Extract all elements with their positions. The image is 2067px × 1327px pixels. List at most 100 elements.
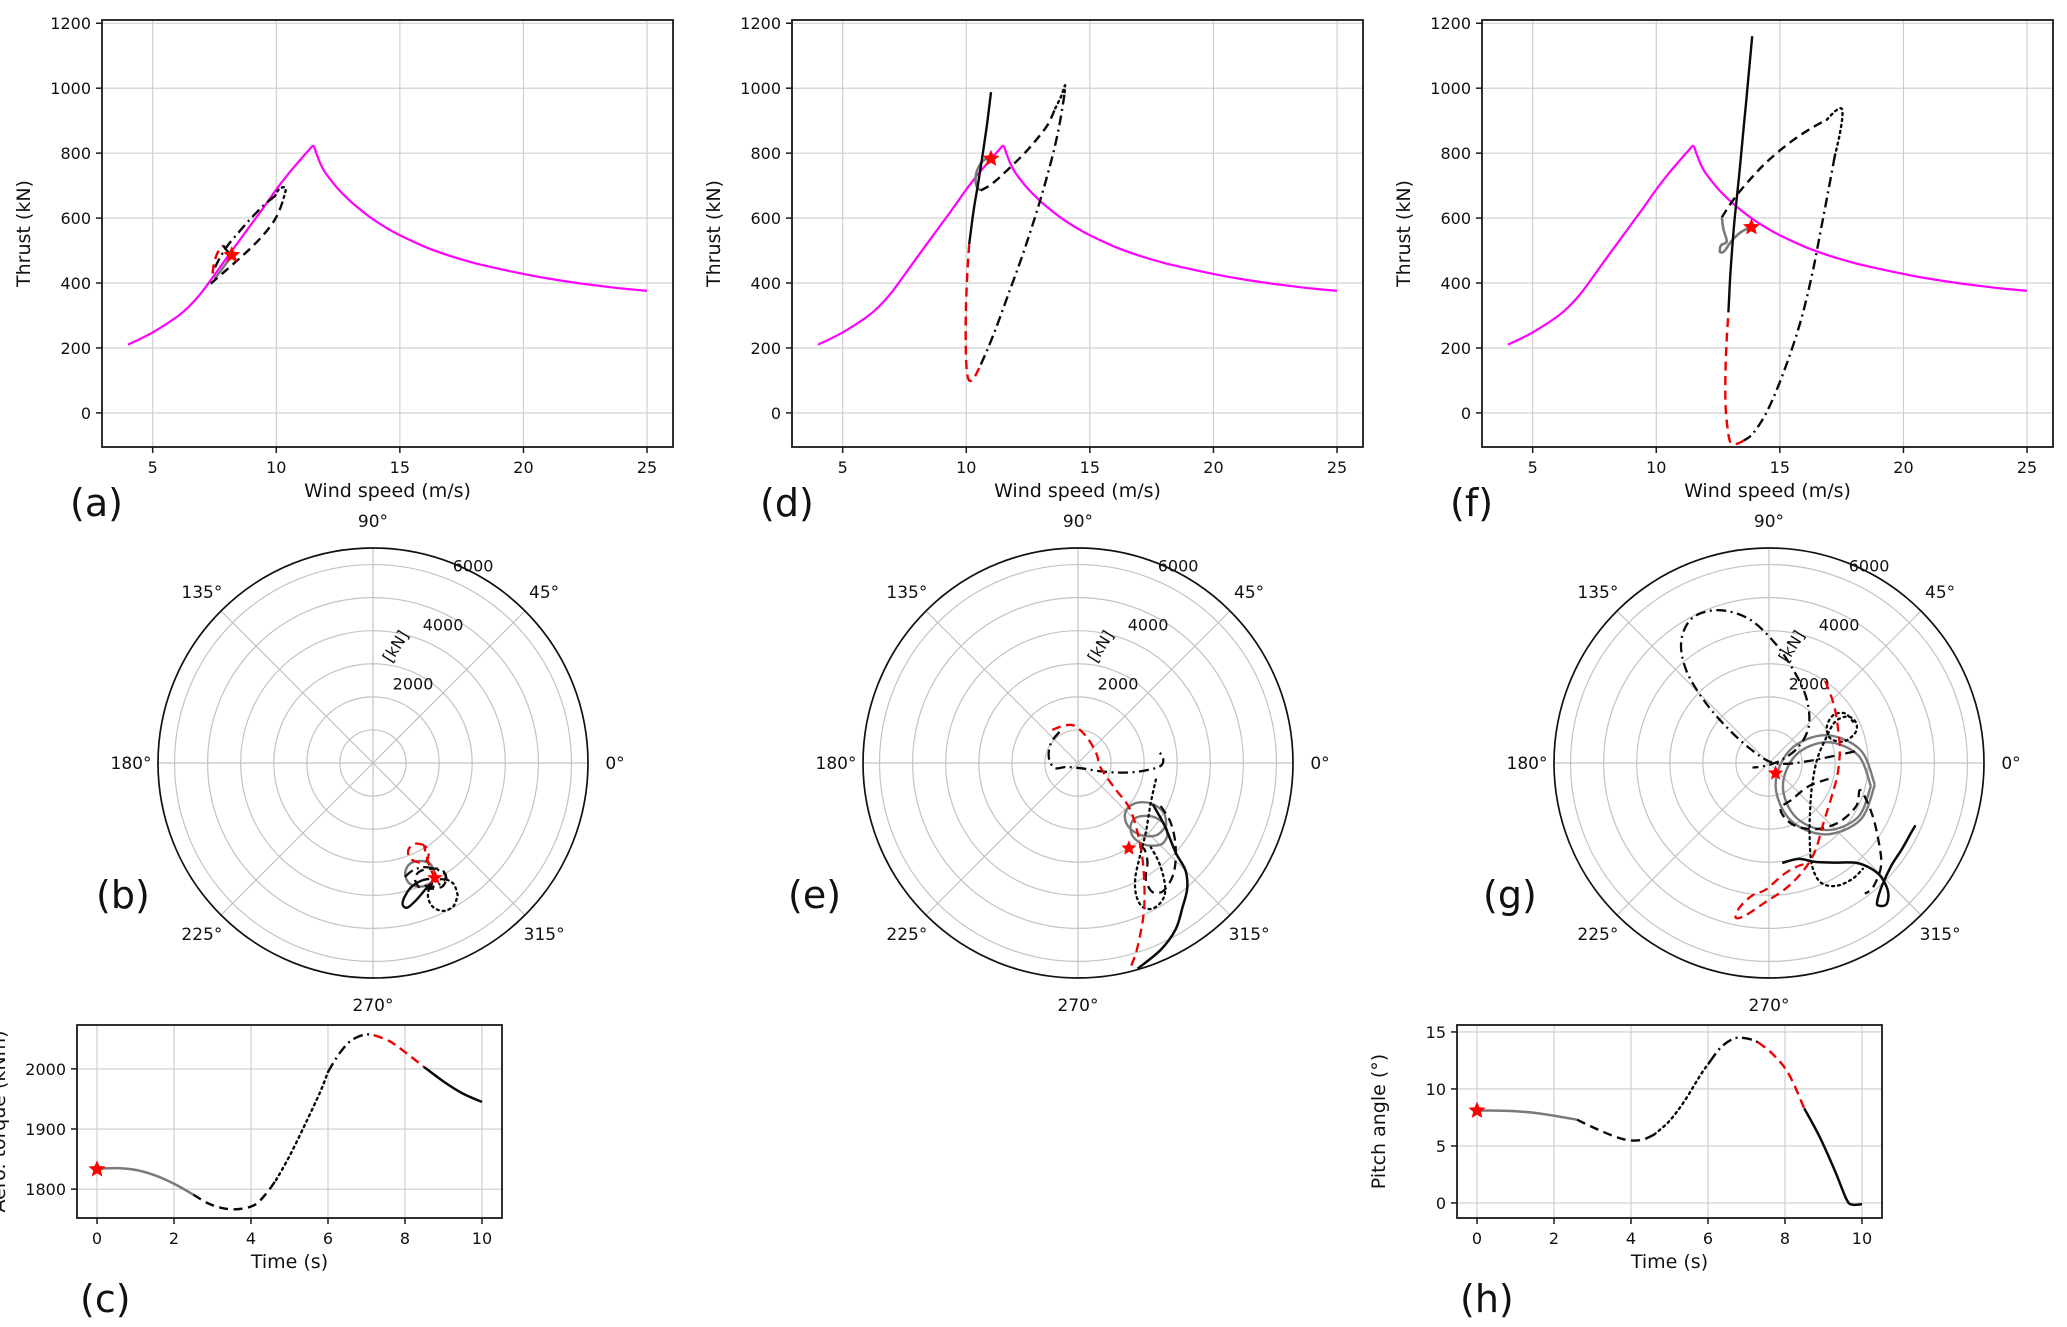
y-tick-label: 10: [1426, 1080, 1446, 1099]
angle-tick-label: 180°: [816, 754, 857, 774]
polar-seg2-dashed: [1137, 805, 1177, 895]
initial-condition-star-marker: [982, 149, 1000, 166]
y-tick-label: 15: [1426, 1023, 1446, 1042]
angle-tick-label: 90°: [1754, 512, 1784, 532]
y-tick-label: 1200: [1430, 14, 1471, 33]
y-tick-label: 1200: [740, 14, 781, 33]
polar-seg3-dotted: [1808, 711, 1865, 888]
polar-seg4-dashdot: [1679, 609, 1856, 769]
x-tick-label: 0: [1472, 1229, 1482, 1248]
x-tick-label: 15: [1770, 458, 1790, 477]
y-tick-label: 5: [1436, 1137, 1446, 1156]
y-tick-label: 600: [1440, 209, 1471, 228]
y-tick-label: 1000: [1430, 79, 1471, 98]
y-axis-label: Thrust (kN): [1393, 180, 1415, 288]
torque-seg1-gray: [96, 1166, 194, 1196]
x-axis-label: Wind speed (m/s): [1684, 480, 1851, 502]
x-axis-label: Time (s): [250, 1251, 328, 1273]
x-tick-label: 15: [390, 458, 410, 477]
trajectory-seg4-dashdot: [211, 195, 276, 274]
trajectory-seg2-dashed: [1720, 118, 1828, 219]
x-tick-label: 20: [513, 458, 533, 477]
y-tick-label: 800: [1440, 144, 1471, 163]
polar-seg4-dashdot: [404, 866, 448, 889]
y-tick-label: 800: [750, 144, 781, 163]
angle-tick-label: 0°: [605, 754, 624, 774]
panel-c-aero-torque-vs-time: 0 2 4 6 8 10 1800 1900 2000 Time (s) Aero. torque …: [0, 1024, 503, 1321]
trajectory-seg5-red-dashed: [964, 244, 981, 383]
angle-tick-label: 135°: [1577, 583, 1618, 603]
pitch-seg3-dotted: [1652, 1060, 1712, 1136]
angle-tick-label: 225°: [1577, 925, 1618, 945]
y-tick-label: 400: [60, 274, 91, 293]
initial-condition-star-marker: [427, 869, 443, 885]
initial-condition-star-marker: [1742, 218, 1760, 235]
angle-tick-label: 225°: [181, 925, 222, 945]
y-tick-label: 800: [60, 144, 91, 163]
panel-letter: (b): [96, 873, 150, 917]
steady-state-thrust-curve: [127, 144, 648, 346]
polar-seg5-red-dashed: [1734, 680, 1841, 920]
trajectory-seg3-dotted: [1825, 106, 1844, 158]
polar-seg3-dotted: [426, 877, 459, 913]
angle-tick-label: 225°: [886, 925, 927, 945]
panel-d-thrust-vs-wind-speed: 5 10 15 20 25 0 200 400 600 800 1000 1200 Wind speed…: [703, 14, 1364, 525]
x-tick-label: 2: [1549, 1229, 1559, 1248]
radial-tick-label: 4000: [1819, 616, 1860, 635]
polar-seg6-solid: [1781, 824, 1917, 908]
panel-letter: (h): [1460, 1277, 1514, 1321]
panel-a-thrust-vs-wind-speed: 5 10 15 20 25 0 200 400 600 800 1000 1200 Wind speed…: [13, 14, 674, 525]
radial-tick-label: 4000: [1128, 616, 1169, 635]
angle-tick-label: 315°: [1229, 925, 1270, 945]
angle-tick-label: 45°: [529, 583, 559, 603]
x-tick-label: 20: [1893, 458, 1913, 477]
x-tick-label: 4: [246, 1229, 256, 1248]
x-tick-label: 0: [92, 1229, 102, 1248]
x-axis-label: Wind speed (m/s): [304, 480, 471, 502]
y-tick-label: 2000: [25, 1060, 66, 1079]
panel-b-polar-load-plot: 0° 45° 90° 135° 180° 225° 270° 315° 2000 4000 6000…: [96, 512, 625, 1016]
x-tick-label: 25: [2017, 458, 2037, 477]
y-tick-label: 1000: [740, 79, 781, 98]
y-tick-label: 200: [1440, 339, 1471, 358]
trajectory-seg4-dashdot: [1743, 156, 1836, 442]
angle-tick-label: 270°: [1749, 996, 1790, 1016]
y-tick-label: 600: [750, 209, 781, 228]
y-tick-label: 0: [1461, 404, 1471, 423]
angle-tick-label: 180°: [111, 754, 152, 774]
trajectory-seg4-dashdot: [978, 94, 1066, 369]
angle-tick-label: 45°: [1925, 583, 1955, 603]
polar-seg1-gray-loop2: [1781, 740, 1873, 832]
y-axis-label: Thrust (kN): [703, 180, 725, 288]
y-tick-label: 400: [1440, 274, 1471, 293]
x-tick-label: 20: [1203, 458, 1223, 477]
y-tick-label: 0: [1436, 1194, 1446, 1213]
y-tick-label: 1800: [25, 1180, 66, 1199]
trajectory-seg2-dashed: [980, 107, 1057, 192]
x-tick-label: 10: [1646, 458, 1666, 477]
radial-tick-label: 6000: [1158, 557, 1199, 576]
angle-tick-label: 0°: [1310, 754, 1329, 774]
radial-unit-label: [kN]: [379, 627, 413, 666]
panel-letter: (f): [1450, 481, 1493, 525]
x-axis-label: Wind speed (m/s): [994, 480, 1161, 502]
panel-letter: (d): [760, 481, 814, 525]
angle-tick-label: 270°: [353, 996, 394, 1016]
x-tick-label: 2: [169, 1229, 179, 1248]
angle-tick-label: 0°: [2001, 754, 2020, 774]
y-axis-label: Aero. torque (kNm): [0, 1030, 10, 1212]
y-tick-label: 1200: [50, 14, 91, 33]
pitch-seg1-gray: [1476, 1109, 1578, 1121]
trajectory-seg3-dotted: [1054, 84, 1067, 110]
panel-e-polar-load-plot: 0° 45° 90° 135° 180° 225° 270° 315° 2000 4000 6000…: [788, 512, 1330, 1016]
radial-tick-label: 6000: [1849, 557, 1890, 576]
angle-tick-label: 270°: [1058, 996, 1099, 1016]
panel-letter: (g): [1483, 873, 1537, 917]
angle-tick-label: 315°: [1920, 925, 1961, 945]
y-tick-label: 0: [81, 404, 91, 423]
x-tick-label: 5: [1528, 458, 1538, 477]
x-axis-label: Time (s): [1630, 1251, 1708, 1273]
y-tick-label: 1000: [50, 79, 91, 98]
x-tick-label: 5: [838, 458, 848, 477]
